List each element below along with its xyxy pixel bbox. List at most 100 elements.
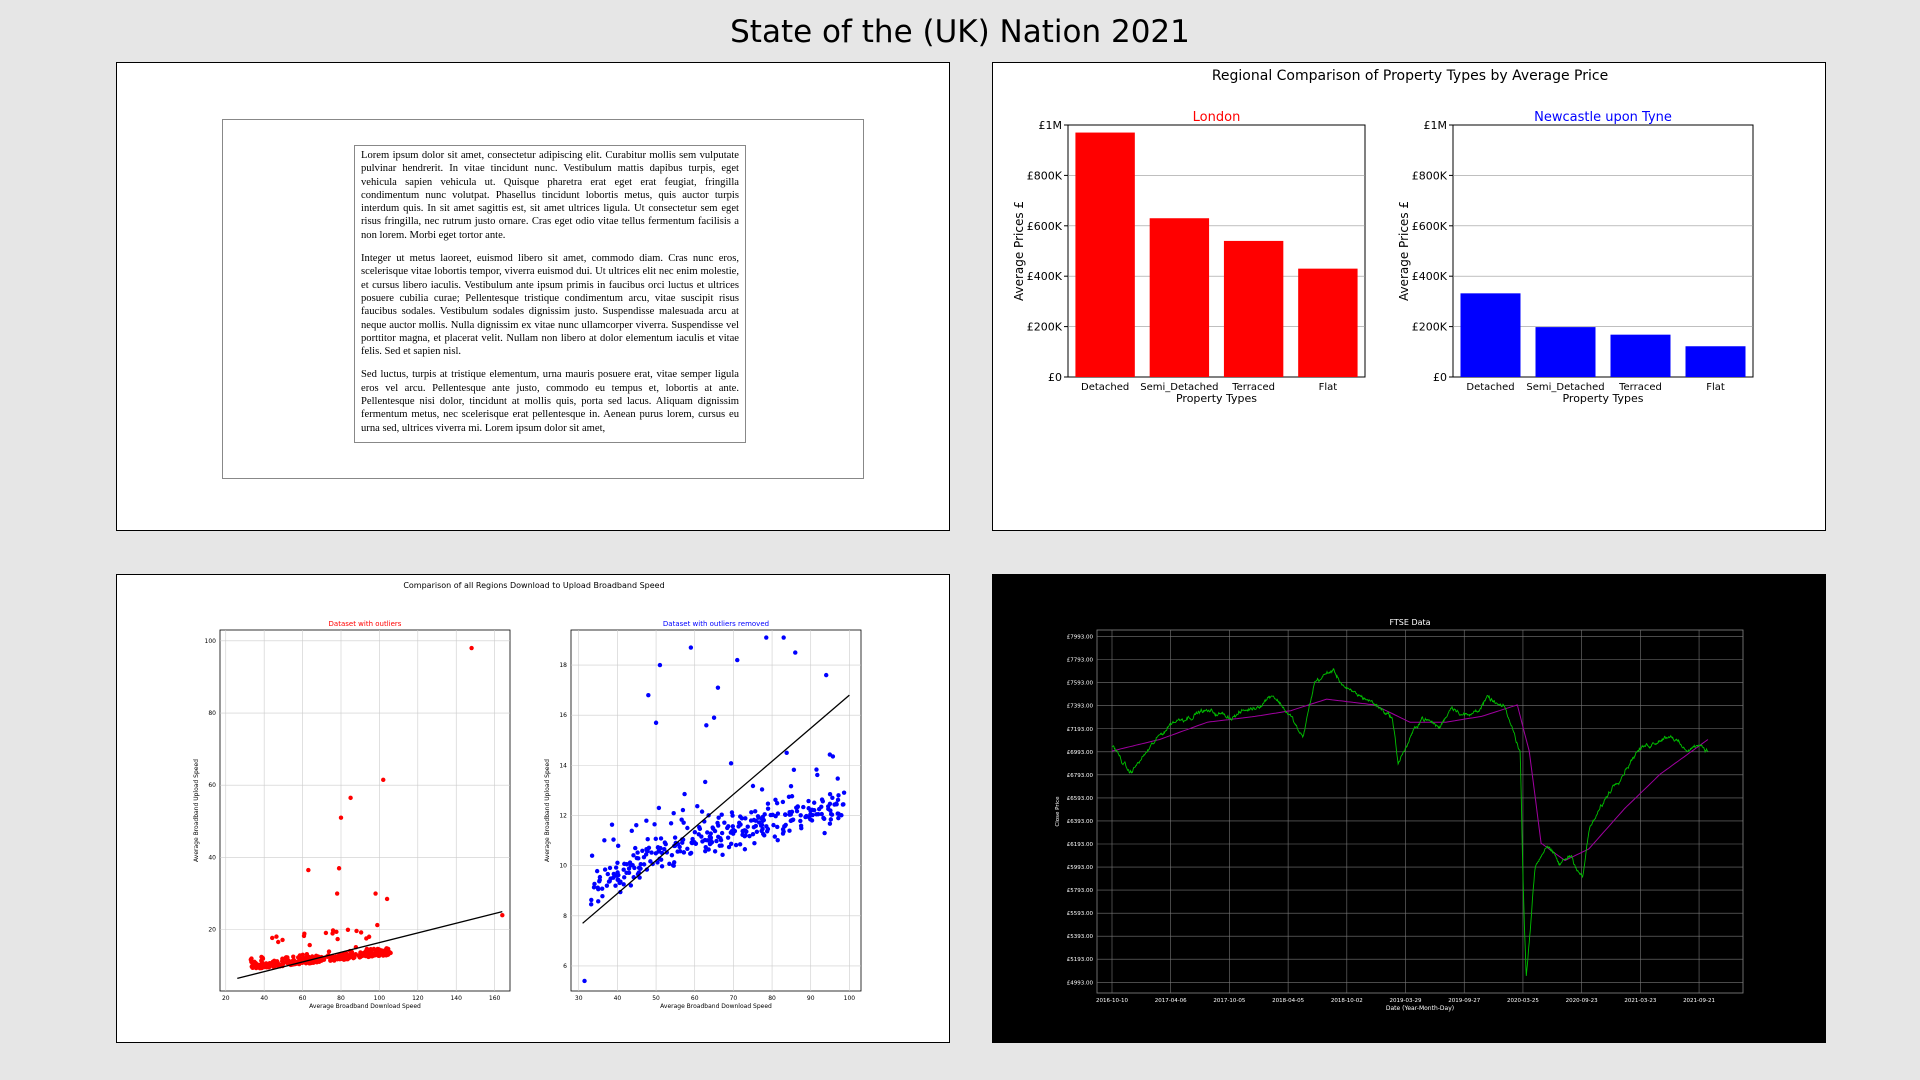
y-tick-label: £5993.00 [1067, 865, 1094, 871]
data-point [613, 865, 619, 870]
data-point [808, 817, 813, 822]
x-tick-label: 40 [260, 995, 268, 1002]
document-panel: Lorem ipsum dolor sit amet, consectetur … [116, 62, 950, 531]
data-point [605, 871, 611, 877]
data-point [814, 812, 819, 817]
data-point [830, 795, 835, 801]
data-point [373, 891, 378, 896]
y-tick-label: 100 [205, 638, 217, 645]
data-point [806, 798, 811, 804]
data-point [364, 936, 369, 941]
y-tick-label: £7593.00 [1067, 681, 1094, 687]
y-tick-label: £5593.00 [1067, 911, 1094, 917]
data-point [336, 952, 342, 958]
data-point [611, 837, 616, 842]
data-point [611, 871, 616, 877]
data-point [637, 875, 642, 880]
data-point [302, 931, 307, 936]
y-tick-label: £600K [1412, 220, 1448, 233]
data-point [669, 852, 675, 858]
data-point [635, 850, 640, 855]
data-point [656, 849, 661, 854]
data-point [656, 805, 662, 811]
data-point [715, 685, 721, 690]
data-point [750, 783, 756, 789]
data-point [331, 957, 336, 962]
data-point [632, 865, 637, 871]
data-point [765, 826, 771, 832]
data-point [589, 897, 594, 903]
data-point [760, 831, 766, 837]
data-point [825, 804, 831, 809]
data-point [753, 823, 759, 829]
data-point [809, 807, 815, 813]
subplot-title: Dataset with outliers [329, 620, 402, 628]
data-point [742, 828, 747, 833]
x-tick-label: 40 [614, 995, 622, 1002]
data-point [841, 802, 846, 807]
data-point [270, 935, 275, 941]
y-tick-label: £4993.00 [1067, 980, 1094, 986]
data-point [719, 812, 724, 817]
data-point [622, 861, 627, 867]
data-point [649, 850, 654, 855]
data-point [749, 810, 754, 815]
broadband-chart-title: Comparison of all Regions Download to Up… [403, 581, 664, 590]
data-point [276, 939, 281, 945]
y-tick-label: £7993.00 [1067, 635, 1094, 641]
data-point [263, 961, 269, 966]
data-point [680, 807, 686, 813]
data-point [342, 954, 348, 959]
x-tick-label: 60 [299, 995, 307, 1002]
data-point [681, 850, 687, 855]
data-point [815, 772, 820, 778]
data-point [688, 645, 694, 650]
data-point [641, 854, 647, 860]
regression-line [237, 910, 503, 979]
data-point [711, 715, 717, 720]
data-point [326, 949, 332, 954]
data-point [645, 848, 650, 854]
data-point [745, 824, 750, 829]
data-point [615, 860, 620, 866]
x-tick-label: 2018-10-02 [1331, 998, 1363, 1004]
data-point [828, 817, 834, 822]
data-point [835, 776, 840, 781]
data-point [657, 662, 663, 668]
data-point [622, 875, 627, 880]
x-tick-label: 50 [652, 995, 660, 1002]
x-tick-label: Flat [1319, 382, 1338, 393]
y-axis-label: Average Prices £ [1012, 201, 1026, 301]
data-point [740, 832, 745, 838]
data-point [722, 820, 727, 825]
data-point [801, 804, 806, 810]
data-point [644, 818, 649, 823]
data-point [641, 862, 647, 867]
data-point [645, 836, 650, 842]
data-point [633, 845, 638, 851]
x-tick-label: 2019-09-27 [1448, 998, 1480, 1004]
data-point [688, 851, 693, 856]
data-point [716, 834, 721, 839]
data-point [736, 824, 741, 829]
data-point [728, 841, 734, 846]
data-point [752, 840, 757, 846]
data-point [836, 815, 841, 821]
data-point [602, 867, 608, 872]
data-point [631, 853, 636, 858]
data-point [798, 818, 803, 824]
data-point [662, 847, 667, 852]
data-point [319, 958, 324, 963]
data-point [827, 792, 833, 797]
data-point [765, 801, 771, 806]
data-point [279, 958, 285, 964]
data-point [613, 883, 618, 888]
data-point [307, 942, 312, 948]
data-point [733, 842, 739, 848]
x-tick-label: 2018-04-05 [1272, 998, 1304, 1004]
data-point [384, 946, 389, 951]
bar [1149, 218, 1210, 377]
x-tick-label: Terraced [1618, 382, 1662, 393]
data-point [814, 767, 819, 772]
y-tick-label: £7793.00 [1067, 658, 1094, 664]
